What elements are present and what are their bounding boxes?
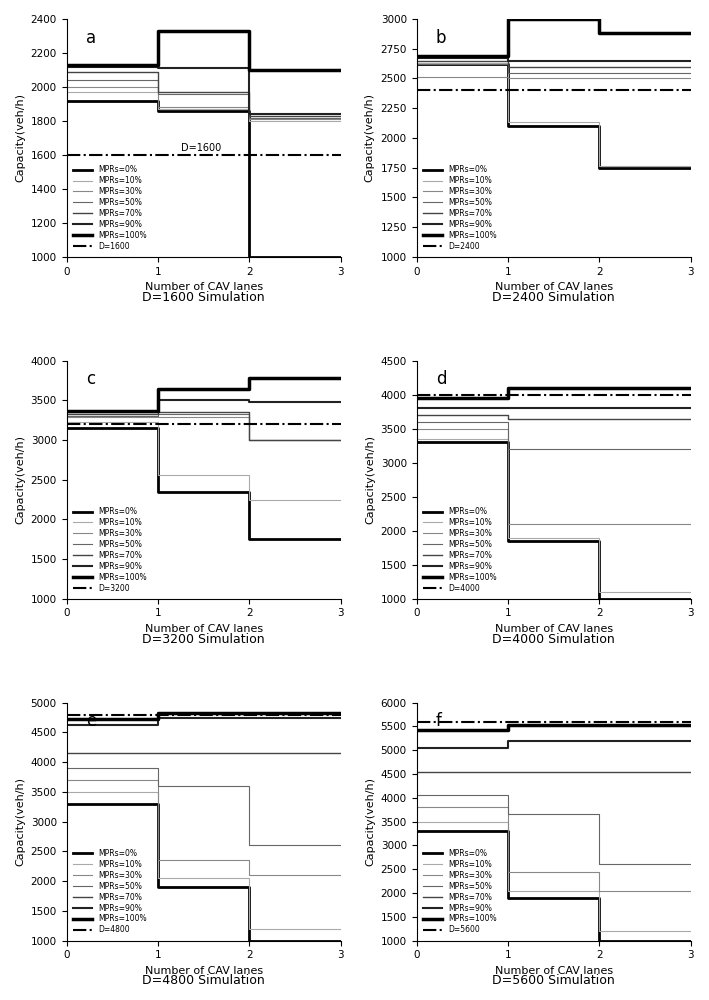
Text: D=1600: D=1600 — [181, 143, 221, 153]
Title: D=3200 Simulation: D=3200 Simulation — [143, 633, 265, 646]
Text: f: f — [436, 712, 442, 730]
Title: D=2400 Simulation: D=2400 Simulation — [492, 291, 615, 304]
X-axis label: Number of CAV lanes: Number of CAV lanes — [145, 966, 262, 976]
Title: D=5600 Simulation: D=5600 Simulation — [492, 974, 615, 987]
Title: D=4800 Simulation: D=4800 Simulation — [143, 974, 265, 987]
Y-axis label: Capacity(veh/h): Capacity(veh/h) — [365, 777, 375, 866]
Legend: MPRs=0%, MPRs=10%, MPRs=30%, MPRs=50%, MPRs=70%, MPRs=90%, MPRs=100%, D=1600: MPRs=0%, MPRs=10%, MPRs=30%, MPRs=50%, M… — [70, 163, 149, 253]
Title: D=1600 Simulation: D=1600 Simulation — [143, 291, 265, 304]
X-axis label: Number of CAV lanes: Number of CAV lanes — [495, 282, 613, 292]
Text: b: b — [436, 29, 446, 47]
X-axis label: Number of CAV lanes: Number of CAV lanes — [495, 966, 613, 976]
Y-axis label: Capacity(veh/h): Capacity(veh/h) — [15, 93, 25, 182]
Legend: MPRs=0%, MPRs=10%, MPRs=30%, MPRs=50%, MPRs=70%, MPRs=90%, MPRs=100%, D=2400: MPRs=0%, MPRs=10%, MPRs=30%, MPRs=50%, M… — [420, 163, 498, 253]
Legend: MPRs=0%, MPRs=10%, MPRs=30%, MPRs=50%, MPRs=70%, MPRs=90%, MPRs=100%, D=5600: MPRs=0%, MPRs=10%, MPRs=30%, MPRs=50%, M… — [420, 847, 498, 937]
Y-axis label: Capacity(veh/h): Capacity(veh/h) — [15, 777, 25, 866]
X-axis label: Number of CAV lanes: Number of CAV lanes — [145, 624, 262, 634]
Text: a: a — [86, 29, 96, 47]
Legend: MPRs=0%, MPRs=10%, MPRs=30%, MPRs=50%, MPRs=70%, MPRs=90%, MPRs=100%, D=3200: MPRs=0%, MPRs=10%, MPRs=30%, MPRs=50%, M… — [70, 505, 149, 595]
Legend: MPRs=0%, MPRs=10%, MPRs=30%, MPRs=50%, MPRs=70%, MPRs=90%, MPRs=100%, D=4000: MPRs=0%, MPRs=10%, MPRs=30%, MPRs=50%, M… — [420, 505, 498, 595]
Title: D=4000 Simulation: D=4000 Simulation — [492, 633, 615, 646]
Text: c: c — [86, 370, 95, 388]
X-axis label: Number of CAV lanes: Number of CAV lanes — [145, 282, 262, 292]
Y-axis label: Capacity(veh/h): Capacity(veh/h) — [365, 93, 375, 182]
Y-axis label: Capacity(veh/h): Capacity(veh/h) — [15, 435, 25, 524]
Legend: MPRs=0%, MPRs=10%, MPRs=30%, MPRs=50%, MPRs=70%, MPRs=90%, MPRs=100%, D=4800: MPRs=0%, MPRs=10%, MPRs=30%, MPRs=50%, M… — [70, 847, 149, 937]
X-axis label: Number of CAV lanes: Number of CAV lanes — [495, 624, 613, 634]
Text: d: d — [436, 370, 446, 388]
Text: e: e — [86, 712, 96, 730]
Y-axis label: Capacity(veh/h): Capacity(veh/h) — [365, 435, 375, 524]
